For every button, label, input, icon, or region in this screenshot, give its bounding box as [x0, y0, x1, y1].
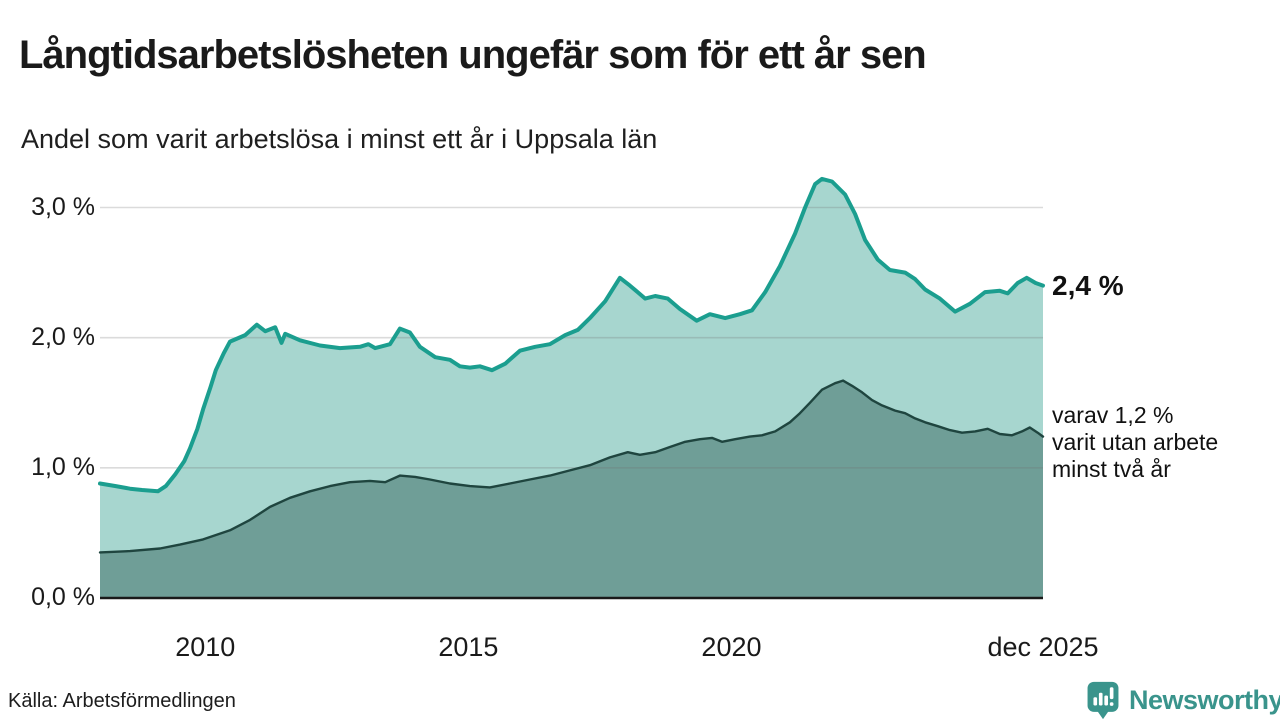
line-min-two-years: [98, 379, 1045, 554]
series-end-label-two-years: varav 1,2 % varit utan arbete minst två …: [1052, 402, 1219, 482]
y-tick-label: 1,0 %: [31, 452, 95, 481]
x-tick-label: 2010: [175, 632, 236, 662]
y-tick-label: 2,0 %: [31, 322, 95, 351]
brand-logo: Newsworthy: [1084, 680, 1280, 720]
line-min-one-year: [98, 176, 1045, 494]
page-title: Långtidsarbetslösheten ungefär som för e…: [19, 32, 927, 77]
brand-wordmark: Newsworthy: [1129, 684, 1280, 715]
source-attribution: Källa: Arbetsförmedlingen: [8, 690, 236, 712]
x-tick-label: 2015: [438, 632, 499, 662]
newsworthy-pin-icon: [1087, 681, 1119, 720]
area-min-two-years: [100, 380, 1043, 598]
x-tick-label: 2020: [701, 632, 762, 662]
x-tick-label: dec 2025: [987, 632, 1099, 662]
series-end-label-one-year: 2,4 %: [1052, 270, 1124, 301]
chart-subtitle: Andel som varit arbetslösa i minst ett å…: [21, 124, 658, 154]
y-tick-label: 0,0 %: [31, 583, 95, 611]
y-tick-label: 3,0 %: [31, 192, 95, 221]
